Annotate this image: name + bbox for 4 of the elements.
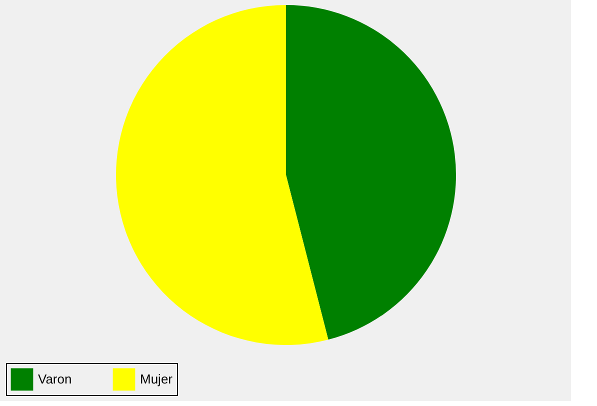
pie-slice [116, 5, 328, 345]
legend-label: Varon [38, 371, 72, 386]
pie-slice [286, 5, 456, 340]
legend-label: Mujer [140, 371, 174, 386]
